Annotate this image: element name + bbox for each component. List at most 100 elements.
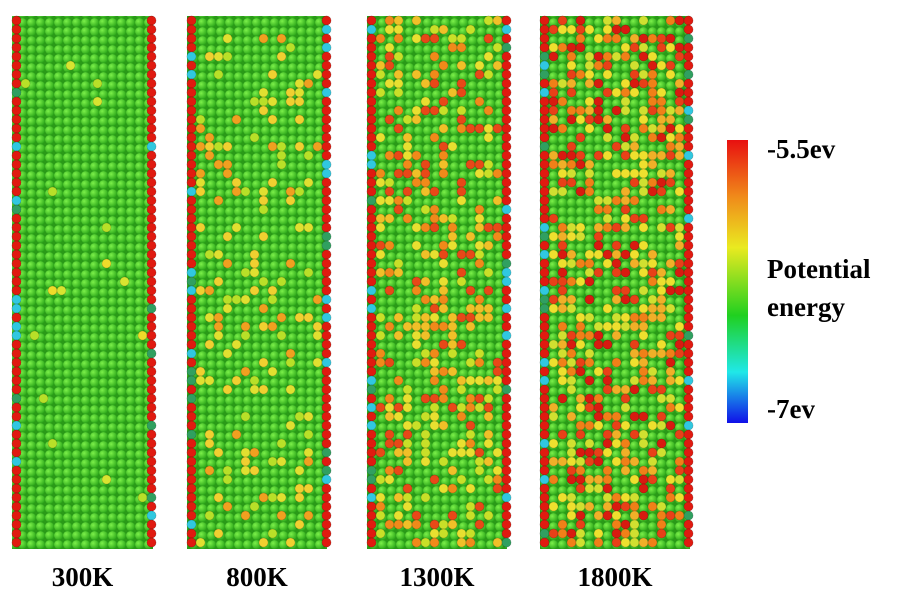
atom xyxy=(12,268,21,277)
atom xyxy=(576,448,585,457)
atom xyxy=(493,196,502,205)
atom xyxy=(666,259,675,268)
atom xyxy=(57,286,66,295)
atom xyxy=(502,241,511,250)
atom xyxy=(102,475,111,484)
atom xyxy=(684,187,693,196)
atom xyxy=(457,340,466,349)
atom xyxy=(457,475,466,484)
atom xyxy=(621,124,630,133)
atom xyxy=(558,25,567,34)
atom xyxy=(394,448,403,457)
atom xyxy=(147,52,156,61)
atom xyxy=(675,403,684,412)
atom xyxy=(394,196,403,205)
atom xyxy=(457,115,466,124)
atom xyxy=(439,106,448,115)
atom xyxy=(576,43,585,52)
atom xyxy=(502,385,511,394)
atom xyxy=(549,304,558,313)
atom xyxy=(502,259,511,268)
atom xyxy=(241,511,250,520)
atom xyxy=(567,529,576,538)
atom xyxy=(567,169,576,178)
atom xyxy=(322,502,331,511)
atom xyxy=(493,466,502,475)
atom xyxy=(666,376,675,385)
atom xyxy=(259,538,268,547)
atom xyxy=(147,223,156,232)
atom xyxy=(621,169,630,178)
atom xyxy=(259,205,268,214)
atom xyxy=(196,124,205,133)
atom xyxy=(576,133,585,142)
atom xyxy=(367,430,376,439)
atom xyxy=(268,115,277,124)
atom xyxy=(367,358,376,367)
atom xyxy=(603,61,612,70)
atom xyxy=(466,376,475,385)
atom xyxy=(430,313,439,322)
atom xyxy=(367,232,376,241)
atom xyxy=(93,79,102,88)
atom xyxy=(394,25,403,34)
atom xyxy=(376,250,385,259)
atom xyxy=(430,376,439,385)
atom xyxy=(639,169,648,178)
atom xyxy=(648,34,657,43)
atom xyxy=(612,196,621,205)
atom xyxy=(187,178,196,187)
atom xyxy=(187,475,196,484)
atom xyxy=(585,457,594,466)
atom xyxy=(621,286,630,295)
atom xyxy=(313,331,322,340)
atom xyxy=(585,394,594,403)
atom xyxy=(540,214,549,223)
atom xyxy=(412,16,421,25)
atom xyxy=(475,295,484,304)
atom xyxy=(630,241,639,250)
atom xyxy=(540,124,549,133)
atom xyxy=(457,538,466,547)
atom xyxy=(205,286,214,295)
atom xyxy=(549,160,558,169)
atom xyxy=(630,196,639,205)
atom xyxy=(367,133,376,142)
atom xyxy=(475,160,484,169)
atom xyxy=(457,79,466,88)
atom xyxy=(385,151,394,160)
atom xyxy=(666,286,675,295)
atom xyxy=(684,394,693,403)
atom xyxy=(567,232,576,241)
atom xyxy=(421,394,430,403)
atom xyxy=(322,205,331,214)
atom xyxy=(147,430,156,439)
atom xyxy=(612,529,621,538)
atom xyxy=(585,421,594,430)
atom xyxy=(448,232,457,241)
atom xyxy=(223,259,232,268)
atom xyxy=(232,115,241,124)
atom xyxy=(412,70,421,79)
atom xyxy=(367,421,376,430)
atom xyxy=(403,214,412,223)
atom xyxy=(376,448,385,457)
atom xyxy=(147,439,156,448)
atom xyxy=(684,412,693,421)
atom xyxy=(322,277,331,286)
atom xyxy=(502,250,511,259)
atom xyxy=(187,340,196,349)
atom xyxy=(475,448,484,457)
atom xyxy=(466,304,475,313)
atom xyxy=(147,457,156,466)
atom xyxy=(403,457,412,466)
atom xyxy=(412,520,421,529)
atom xyxy=(403,115,412,124)
atom xyxy=(594,340,603,349)
atom xyxy=(612,430,621,439)
atom xyxy=(621,295,630,304)
atom xyxy=(412,358,421,367)
atom xyxy=(684,484,693,493)
atom xyxy=(648,502,657,511)
atom xyxy=(394,511,403,520)
